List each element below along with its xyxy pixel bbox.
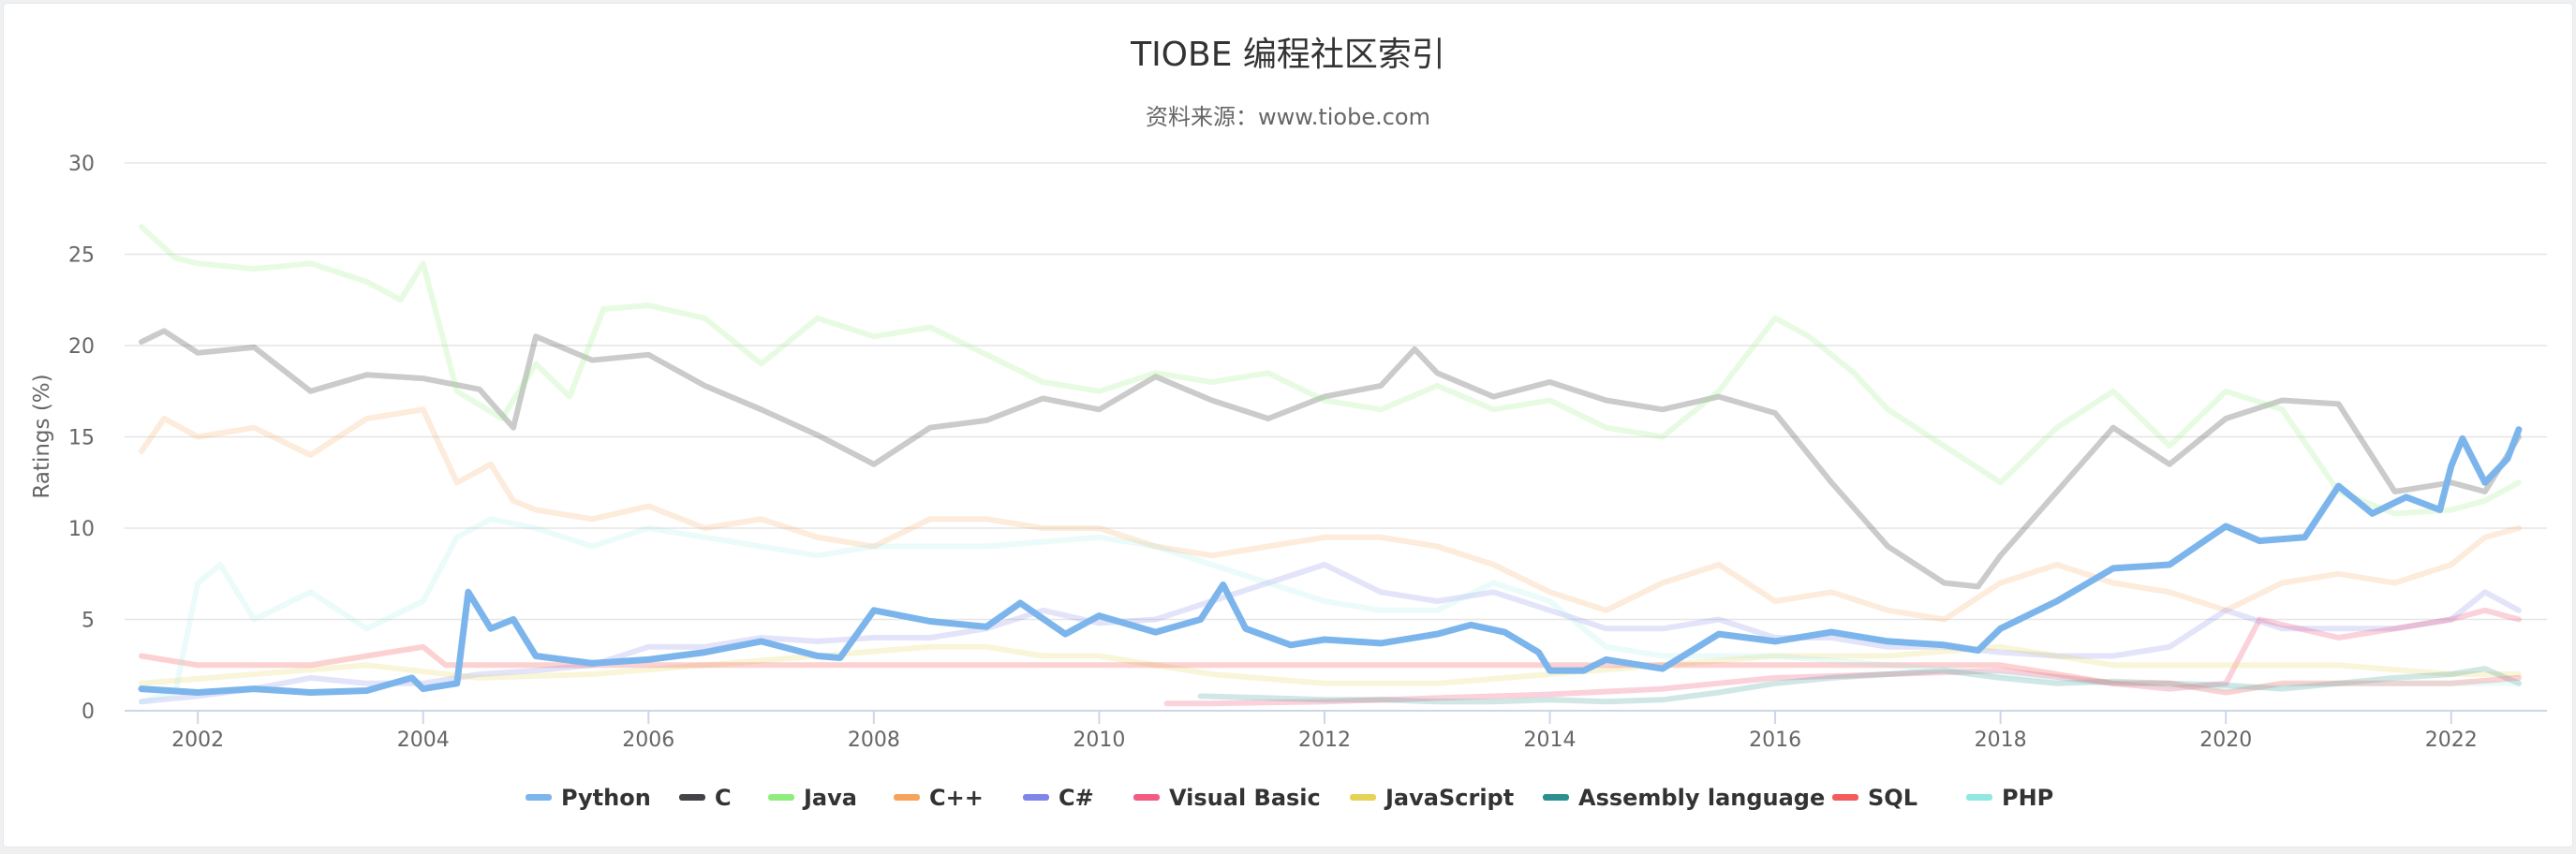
legend-symbol xyxy=(1543,794,1569,801)
legend-item[interactable]: Java xyxy=(768,785,857,811)
series-line-javascript[interactable] xyxy=(139,643,2522,686)
legend-label: Java xyxy=(802,785,857,811)
legend-label: Python xyxy=(561,785,651,811)
legend-item[interactable]: Visual Basic xyxy=(1133,785,1321,811)
x-tick-label: 2004 xyxy=(397,729,450,752)
series-lines xyxy=(138,224,2523,707)
series-line-c[interactable] xyxy=(139,328,2522,590)
y-tick-label: 0 xyxy=(81,700,95,724)
legend-symbol xyxy=(768,794,794,801)
x-tick-label: 2020 xyxy=(2199,729,2252,752)
y-tick-label: 20 xyxy=(68,335,95,359)
line-chart: TIOBE 编程社区索引 资料来源：www.tiobe.com Ratings … xyxy=(30,36,2547,811)
legend-item[interactable]: C xyxy=(679,785,732,811)
legend-item[interactable]: PHP xyxy=(1966,785,2053,811)
y-axis-title: Ratings (%) xyxy=(30,374,54,498)
y-tick-label: 30 xyxy=(68,153,95,176)
x-tick-label: 2006 xyxy=(622,729,674,752)
legend-label: SQL xyxy=(1868,785,1917,811)
legend-symbol xyxy=(894,794,920,801)
series-line-assembly-language[interactable] xyxy=(1197,666,2522,705)
legend-item[interactable]: JavaScript xyxy=(1350,785,1514,811)
x-tick-label: 2002 xyxy=(171,729,224,752)
legend-label: C++ xyxy=(929,785,984,811)
legend-symbol xyxy=(679,794,705,801)
series-line-php[interactable] xyxy=(139,516,2522,705)
legend-item[interactable]: C# xyxy=(1023,785,1094,811)
legend-symbol xyxy=(1350,794,1376,801)
legend-label: PHP xyxy=(2002,785,2053,811)
y-tick-label: 5 xyxy=(81,610,95,633)
series-line-java[interactable] xyxy=(139,224,2522,517)
x-tick-label: 2010 xyxy=(1073,729,1125,752)
chart-subtitle: 资料来源：www.tiobe.com xyxy=(1146,104,1430,130)
legend-symbol xyxy=(1966,794,1992,801)
x-tick-label: 2022 xyxy=(2425,729,2478,752)
legend-symbol xyxy=(1832,794,1858,801)
legend-item[interactable]: C++ xyxy=(894,785,984,811)
legend: Python C Java C++ C# Visual Basic JavaScript As… xyxy=(526,785,2053,811)
legend-label: Assembly language xyxy=(1578,785,1825,811)
y-tick-label: 25 xyxy=(68,244,95,268)
legend-symbol xyxy=(1133,794,1160,801)
legend-label: C# xyxy=(1059,785,1094,811)
legend-item[interactable]: Python xyxy=(526,785,651,811)
x-tick-label: 2008 xyxy=(848,729,900,752)
legend-label: C xyxy=(715,785,732,811)
legend-symbol xyxy=(1023,794,1049,801)
x-tick-label: 2012 xyxy=(1298,729,1351,752)
series-line-c-[interactable] xyxy=(139,406,2522,623)
series-line-c-[interactable] xyxy=(139,562,2522,705)
x-tick-label: 2014 xyxy=(1524,729,1577,752)
legend-symbol xyxy=(526,794,552,801)
y-tick-label: 15 xyxy=(68,427,95,450)
legend-item[interactable]: SQL xyxy=(1832,785,1917,811)
legend-item[interactable]: Assembly language xyxy=(1543,785,1825,811)
series-line-visual-basic[interactable] xyxy=(1163,607,2522,707)
grid-lines xyxy=(125,162,2547,712)
x-tick-label: 2016 xyxy=(1749,729,1801,752)
chart-title: TIOBE 编程社区索引 xyxy=(1130,36,1445,74)
series-line-python[interactable] xyxy=(138,426,2523,696)
x-tick-label: 2018 xyxy=(1975,729,2027,752)
legend-label: JavaScript xyxy=(1384,785,1514,811)
y-axis-ticks: 0 5 10 15 20 25 30 xyxy=(68,153,95,724)
y-tick-label: 10 xyxy=(68,518,95,541)
legend-label: Visual Basic xyxy=(1169,785,1321,811)
x-axis: 2002 2004 2006 2008 2010 2012 2014 2016 2018 2020… xyxy=(125,710,2547,752)
chart-container: TIOBE 编程社区索引 资料来源：www.tiobe.com Ratings … xyxy=(3,3,2573,847)
